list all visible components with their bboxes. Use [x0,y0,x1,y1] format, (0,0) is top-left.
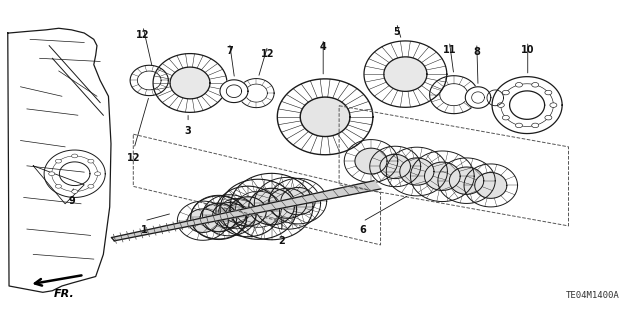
Polygon shape [344,140,397,182]
Polygon shape [130,65,168,96]
Polygon shape [191,196,246,239]
Polygon shape [281,188,316,215]
Ellipse shape [72,189,77,193]
Ellipse shape [502,115,509,120]
Ellipse shape [88,184,94,188]
Text: FR.: FR. [54,288,74,299]
Polygon shape [475,173,507,198]
Polygon shape [384,57,427,91]
Polygon shape [424,162,460,190]
Polygon shape [449,167,484,194]
Ellipse shape [497,103,504,108]
Polygon shape [380,154,410,179]
Polygon shape [464,164,518,207]
Text: 11: 11 [443,45,456,55]
Text: 8: 8 [474,47,480,57]
Text: 10: 10 [521,45,534,55]
Text: 12: 12 [261,49,275,59]
Text: TE04M1400A: TE04M1400A [566,291,620,300]
Text: 7: 7 [226,46,233,56]
Polygon shape [216,186,280,237]
Polygon shape [268,188,307,218]
Polygon shape [44,150,105,197]
Polygon shape [277,79,373,155]
Polygon shape [465,87,491,108]
Polygon shape [226,204,249,223]
Polygon shape [355,148,387,174]
Polygon shape [364,41,447,107]
Polygon shape [191,195,246,240]
Text: 4: 4 [320,42,326,53]
Ellipse shape [532,123,539,128]
Ellipse shape [515,83,522,87]
Ellipse shape [72,154,77,158]
Ellipse shape [515,123,522,128]
Polygon shape [218,198,256,229]
Text: 2: 2 [278,236,285,246]
Ellipse shape [550,103,557,108]
Polygon shape [230,173,313,240]
Ellipse shape [545,90,552,95]
Ellipse shape [502,90,509,95]
Polygon shape [300,97,350,137]
Text: 12: 12 [136,30,150,40]
Polygon shape [220,80,248,103]
Polygon shape [188,209,218,233]
Polygon shape [249,188,294,225]
Polygon shape [153,54,227,112]
Ellipse shape [49,172,55,176]
Polygon shape [400,158,434,185]
Polygon shape [387,147,447,196]
Polygon shape [220,179,296,239]
Polygon shape [492,77,562,134]
Ellipse shape [95,172,100,176]
Text: 9: 9 [68,197,75,206]
Ellipse shape [56,159,61,163]
Polygon shape [111,181,381,241]
Text: 5: 5 [393,27,400,37]
Text: 1: 1 [141,225,147,235]
Text: 3: 3 [185,126,191,136]
Ellipse shape [88,159,94,163]
Polygon shape [202,195,256,236]
Polygon shape [487,90,504,106]
Ellipse shape [56,184,61,188]
Polygon shape [429,76,478,114]
Ellipse shape [545,115,552,120]
Polygon shape [254,177,321,229]
Polygon shape [229,197,266,226]
Polygon shape [269,178,326,224]
Polygon shape [177,201,228,240]
Text: 12: 12 [127,152,141,163]
Polygon shape [170,67,210,99]
Text: 6: 6 [359,225,366,235]
Polygon shape [438,158,495,204]
Polygon shape [239,78,274,108]
Polygon shape [410,151,474,202]
Ellipse shape [532,83,539,87]
Polygon shape [200,203,237,232]
Polygon shape [370,146,420,187]
Polygon shape [212,203,246,228]
